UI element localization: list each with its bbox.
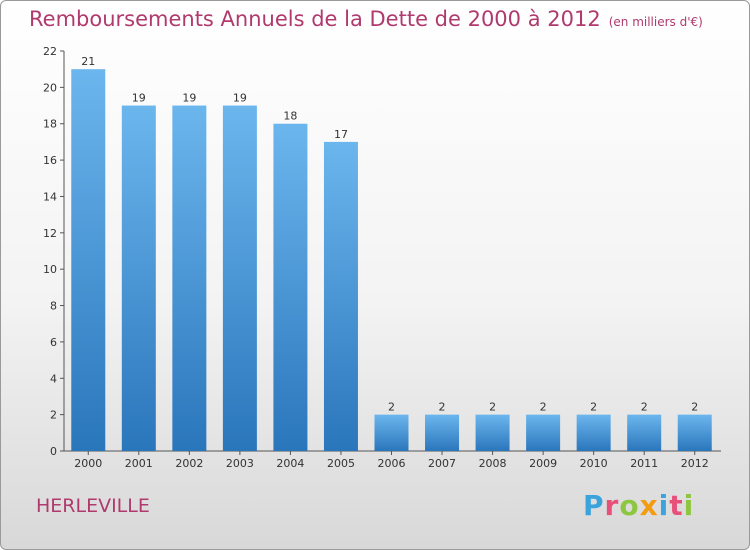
logo-letter: t xyxy=(669,489,684,522)
bars: 21 19 19 19 18 17 2 2 2 2 2 2 2 xyxy=(71,55,712,452)
value-label-2000: 21 xyxy=(81,55,95,68)
logo-letter: i xyxy=(683,489,695,522)
value-label-2011: 2 xyxy=(641,401,648,414)
value-label-2012: 2 xyxy=(691,401,698,414)
y-tick-label: 22 xyxy=(43,45,57,58)
y-tick-label: 10 xyxy=(43,263,57,276)
value-label-2008: 2 xyxy=(489,401,496,414)
bar-2010 xyxy=(576,414,611,451)
bar-2001 xyxy=(121,105,156,451)
y-tick-label: 12 xyxy=(43,227,57,240)
x-label-2006: 2006 xyxy=(378,457,406,470)
commune-name: HERLEVILLE xyxy=(36,495,150,517)
bar-2008 xyxy=(475,414,510,451)
chart-unit: (en milliers d'€) xyxy=(608,15,703,29)
y-tick-label: 8 xyxy=(50,300,57,313)
x-label-2007: 2007 xyxy=(428,457,456,470)
y-tick-label: 20 xyxy=(43,81,57,94)
logo-letter: o xyxy=(619,489,640,522)
y-tick-label: 16 xyxy=(43,154,57,167)
value-label-2006: 2 xyxy=(388,401,395,414)
x-labels: 2000 2001 2002 2003 2004 2005 2006 2007 2008 2009… xyxy=(74,451,709,470)
bar-2007 xyxy=(425,414,460,451)
proxiti-logo: Proxiti xyxy=(583,489,694,522)
y-tick-label: 4 xyxy=(50,372,57,385)
x-label-2002: 2002 xyxy=(175,457,203,470)
x-label-2009: 2009 xyxy=(529,457,557,470)
y-tick-label: 14 xyxy=(43,190,57,203)
y-tick-label: 6 xyxy=(50,336,57,349)
value-label-2002: 19 xyxy=(182,92,196,105)
x-label-2004: 2004 xyxy=(276,457,304,470)
x-label-2005: 2005 xyxy=(327,457,355,470)
y-tick-label: 0 xyxy=(50,445,57,458)
x-label-2003: 2003 xyxy=(226,457,254,470)
chart-title: Remboursements Annuels de la Dette de 20… xyxy=(29,7,703,31)
chart-title-text: Remboursements Annuels de la Dette de 20… xyxy=(29,7,601,31)
value-label-2009: 2 xyxy=(540,401,547,414)
value-label-2004: 18 xyxy=(283,110,297,123)
value-label-2003: 19 xyxy=(233,92,247,105)
x-label-2011: 2011 xyxy=(630,457,658,470)
y-tick-label: 2 xyxy=(50,409,57,422)
y-ticks: 0 2 4 6 8 10 12 14 16 18 20 22 xyxy=(43,45,64,458)
bar-2002 xyxy=(172,105,207,451)
value-label-2010: 2 xyxy=(590,401,597,414)
bar-2000 xyxy=(71,69,106,451)
logo-letter: i xyxy=(658,489,670,522)
x-label-2010: 2010 xyxy=(580,457,608,470)
x-label-2000: 2000 xyxy=(74,457,102,470)
logo-letter: r xyxy=(604,489,620,522)
x-label-2012: 2012 xyxy=(681,457,709,470)
value-label-2007: 2 xyxy=(439,401,446,414)
x-label-2001: 2001 xyxy=(125,457,153,470)
value-label-2001: 19 xyxy=(132,92,146,105)
logo-letter: P xyxy=(583,489,605,522)
value-label-2005: 17 xyxy=(334,128,348,141)
bar-2003 xyxy=(222,105,257,451)
bar-2005 xyxy=(323,141,358,451)
x-label-2008: 2008 xyxy=(479,457,507,470)
bar-2009 xyxy=(526,414,561,451)
bar-2004 xyxy=(273,123,308,452)
bar-2006 xyxy=(374,414,409,451)
y-tick-label: 18 xyxy=(43,118,57,131)
bar-2012 xyxy=(677,414,712,451)
bar-2011 xyxy=(627,414,662,451)
logo-letter: x xyxy=(639,489,659,522)
